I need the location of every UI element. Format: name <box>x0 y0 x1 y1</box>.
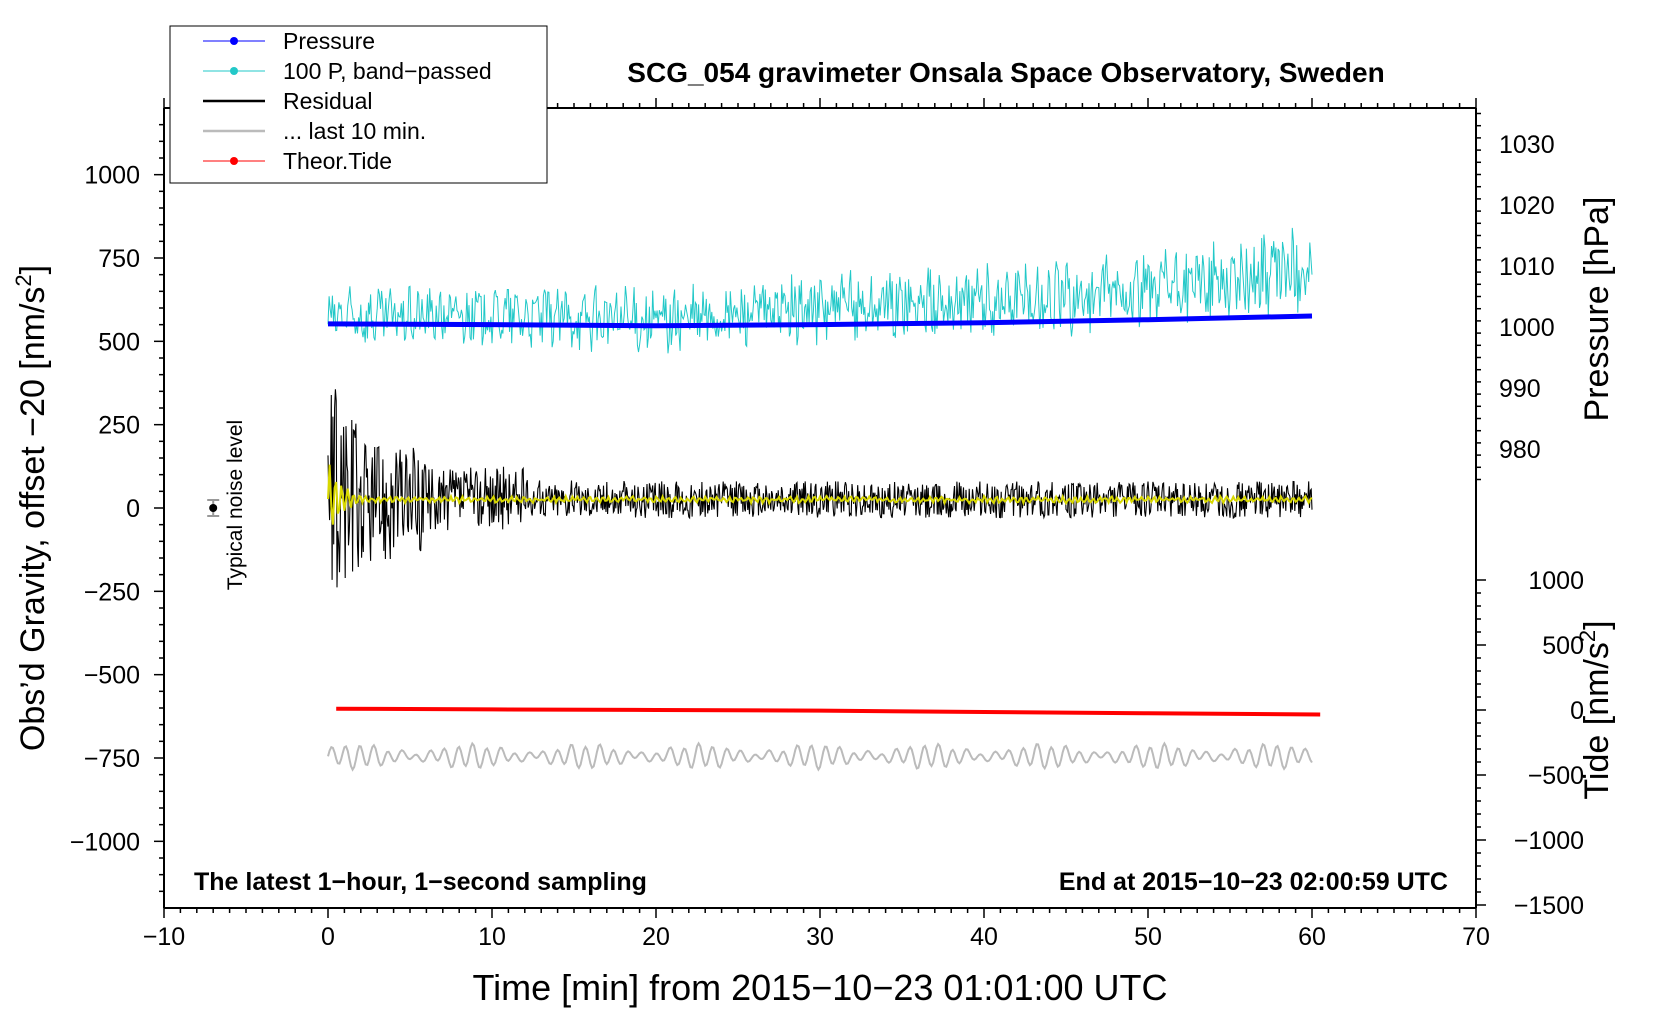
series-residual-line <box>327 389 1313 588</box>
legend-label: Theor.Tide <box>283 148 392 174</box>
series-pressure-line <box>327 313 1313 329</box>
tide-axis-label-base: Tide [nm/s <box>1578 642 1616 799</box>
y-axis-label-sup: 2 <box>11 274 36 286</box>
legend-marker <box>230 67 238 75</box>
y-tick-label: −1000 <box>70 828 140 856</box>
legend-marker <box>230 157 238 165</box>
x-tick-label: 20 <box>642 923 670 951</box>
tide-tick-label: −1000 <box>1514 827 1584 855</box>
x-tick-label: −10 <box>143 923 185 951</box>
tide-tick-label: 500 <box>1542 632 1584 660</box>
pressure-tick-label: 980 <box>1499 436 1541 464</box>
x-tick-label: 0 <box>321 923 335 951</box>
pressure-tick-label: 1010 <box>1499 253 1555 281</box>
y-axis: −1000 −750 −500 −250 0 250 500 750 1000 <box>70 123 164 893</box>
tide-axis: −1500 −1000 −500 0 500 1000 <box>1476 567 1584 920</box>
legend-label: ... last 10 min. <box>283 118 426 144</box>
pressure-tick-label: 1030 <box>1499 131 1555 159</box>
y-tick-label: −500 <box>84 662 140 690</box>
traces <box>207 227 1321 772</box>
y-tick-label: 0 <box>126 495 140 523</box>
pressure-tick-label: 1000 <box>1499 314 1555 342</box>
pressure-tick-label: 1020 <box>1499 192 1555 220</box>
x-tick-label: 30 <box>806 923 834 951</box>
annotation-bottom-right: End at 2015−10−23 02:00:59 UTC <box>1059 868 1448 896</box>
tide-axis-label-end: ] <box>1578 620 1616 629</box>
tide-axis-label-sup: 2 <box>1575 630 1600 642</box>
y-axis-label-base: Obs’d Gravity, offset −20 [nm/s <box>14 287 52 752</box>
legend: Pressure 100 P, band−passed Residual ... la… <box>169 25 548 184</box>
series-theoretical-tide-line <box>336 706 1321 717</box>
y-tick-label: 1000 <box>84 162 140 190</box>
tide-axis-label: Tide [nm/s2] <box>1575 620 1616 799</box>
series-residual-smoothed-line <box>327 464 1313 525</box>
y-tick-label: −750 <box>84 745 140 773</box>
y-axis-label-end: ] <box>14 265 52 274</box>
tide-tick-label: −1500 <box>1514 892 1584 920</box>
pressure-axis-label: Pressure [hPa] <box>1578 197 1616 422</box>
noise-level-label: Typical noise level <box>224 420 247 590</box>
legend-marker <box>230 37 238 45</box>
legend-label: Pressure <box>283 28 375 54</box>
pressure-tick-label: 990 <box>1499 375 1541 403</box>
series-bandpassed-pressure-line <box>327 227 1313 354</box>
legend-label: 100 P, band−passed <box>283 58 492 84</box>
tide-tick-label: −500 <box>1528 762 1584 790</box>
y-tick-label: −250 <box>84 578 140 606</box>
chart-title: SCG_054 gravimeter Onsala Space Observat… <box>627 57 1384 88</box>
tide-tick-label: 1000 <box>1528 567 1584 595</box>
pressure-axis: 980 990 1000 1010 1020 1030 <box>1476 112 1555 481</box>
x-tick-label: 10 <box>478 923 506 951</box>
legend-label: Residual <box>283 88 373 114</box>
annotation-bottom-left: The latest 1−hour, 1−second sampling <box>194 868 647 896</box>
legend-box <box>169 25 548 184</box>
y-axis-label: Obs’d Gravity, offset −20 [nm/s2] <box>11 265 52 751</box>
y-tick-label: 750 <box>98 245 140 273</box>
noise-point <box>209 504 218 512</box>
x-tick-label: 40 <box>970 923 998 951</box>
x-tick-label: 70 <box>1462 923 1490 951</box>
x-tick-label: 50 <box>1134 923 1162 951</box>
tide-tick-label: 0 <box>1570 697 1584 725</box>
y-tick-label: 250 <box>98 412 140 440</box>
series-last-10-min-line <box>327 741 1313 772</box>
x-tick-label: 60 <box>1298 923 1326 951</box>
x-axis-label: Time [min] from 2015−10−23 01:01:00 UTC <box>472 967 1167 1008</box>
y-tick-label: 500 <box>98 328 140 356</box>
